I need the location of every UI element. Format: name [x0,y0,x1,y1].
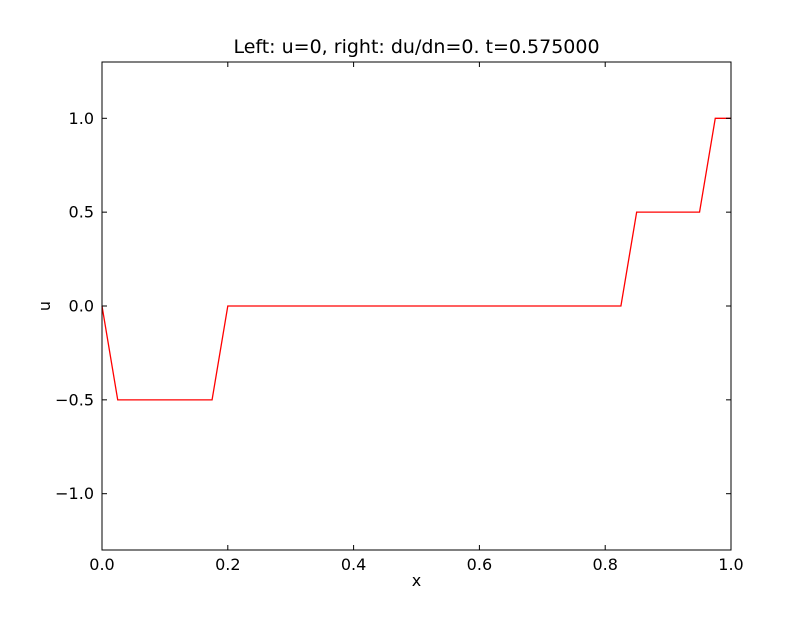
x-tick-label: 0.6 [467,555,492,574]
y-tick-label: 1.0 [69,109,94,128]
y-tick-label: −0.5 [55,390,94,409]
x-axis-label: x [412,571,421,590]
x-tick-label: 0.8 [592,555,617,574]
y-tick-label: 0.5 [69,203,94,222]
x-tick-label: 0.2 [215,555,240,574]
y-tick-label: −1.0 [55,484,94,503]
y-axis-label: u [35,301,54,311]
chart-title: Left: u=0, right: du/dn=0. t=0.575000 [233,36,599,58]
y-tick-label: 0.0 [69,297,94,316]
x-tick-label: 1.0 [718,555,743,574]
series-line-0 [101,117,731,401]
x-tick-label: 0.0 [89,555,114,574]
x-tick-label: 0.4 [341,555,366,574]
plot-area: 0.0 0.2 0.4 0.6 0.8 1.0 −1.0 −0.5 0.0 0.5 1.0 [55,61,744,574]
